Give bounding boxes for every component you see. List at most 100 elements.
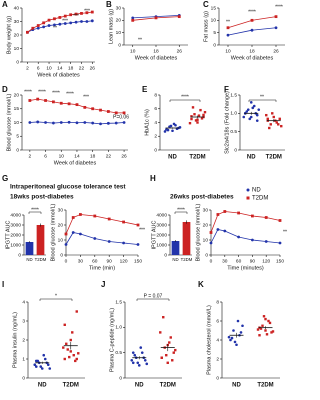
point — [216, 213, 220, 216]
x-tick-label: 18 — [68, 65, 74, 71]
x-tick-label: 2 — [26, 65, 29, 71]
y-tick-label: 6 — [216, 318, 219, 324]
point — [36, 97, 40, 101]
y-axis-label: HbA1c (%) — [144, 109, 150, 136]
y-tick-label: 30 — [203, 207, 209, 213]
panel-letter: F — [224, 85, 229, 94]
point — [194, 119, 198, 122]
point — [131, 16, 135, 20]
point — [79, 232, 82, 236]
series-line — [65, 214, 139, 235]
point — [230, 336, 234, 340]
point — [165, 128, 168, 131]
point — [83, 105, 87, 109]
point — [172, 122, 176, 126]
significance-bracket — [174, 211, 188, 214]
y-tick-label: 8 — [154, 92, 157, 98]
point — [63, 357, 66, 361]
point — [233, 340, 237, 344]
point — [172, 351, 175, 354]
point — [251, 106, 255, 110]
point — [237, 235, 241, 239]
panel-letter: K — [198, 280, 204, 289]
point — [65, 342, 68, 345]
point — [171, 129, 174, 133]
point — [91, 107, 95, 111]
point — [40, 367, 44, 370]
point — [71, 216, 75, 219]
point — [249, 101, 253, 104]
y-tick-label: 0 — [154, 147, 157, 153]
y-tick-label: 1000 — [10, 242, 21, 248]
point — [200, 117, 204, 120]
y-tick-label: 2 — [216, 356, 219, 362]
y-axis-label: Plasma cholesterol (mmol/L) — [206, 305, 212, 375]
significance-bracket — [248, 99, 277, 102]
x-tick-label: 10 — [46, 65, 52, 71]
y-tick-label: 1 — [22, 356, 25, 362]
point — [28, 121, 32, 124]
x-tick-label: T2DM — [63, 383, 79, 389]
point — [277, 123, 280, 126]
y-tick-label: 0.5 — [230, 129, 237, 135]
x-tick-label: 18 — [153, 48, 159, 54]
point — [75, 103, 79, 107]
y-tick-label: 20 — [14, 32, 20, 38]
point — [166, 361, 169, 364]
y-tick-label: 0 — [213, 42, 216, 48]
point — [257, 108, 261, 111]
point — [71, 331, 74, 334]
annotation: ** — [53, 25, 57, 31]
point — [245, 110, 249, 113]
point — [34, 365, 38, 368]
point — [52, 100, 55, 104]
y-axis-label: IPGTT AUC — [5, 221, 11, 250]
point — [262, 315, 266, 318]
annotation: ** — [138, 37, 142, 43]
point — [266, 117, 269, 121]
x-axis-label: Week of diabetes — [37, 72, 80, 78]
point — [59, 101, 63, 105]
point — [74, 359, 77, 363]
point — [34, 359, 38, 363]
y-axis-label: Plasma insulin (ng/mL) — [12, 312, 18, 368]
legend-marker — [246, 188, 250, 192]
x-tick-label: T2DM — [189, 155, 205, 161]
legend-marker — [246, 196, 250, 200]
significance-bracket — [39, 298, 73, 301]
point — [256, 328, 260, 331]
point — [43, 357, 47, 361]
point — [75, 310, 78, 313]
point — [251, 214, 254, 218]
x-tick-label: 0 — [65, 258, 68, 264]
x-tick-label: 6 — [37, 65, 40, 71]
panel-letter: C — [203, 0, 209, 9]
panel-letter: G — [2, 174, 8, 183]
bar — [25, 242, 34, 255]
point — [69, 350, 72, 353]
x-tick-label: T2DM — [257, 383, 273, 389]
point — [280, 124, 283, 128]
point — [271, 330, 275, 333]
point — [74, 12, 78, 16]
x-tick-label: 150 — [134, 258, 142, 264]
point — [250, 28, 254, 32]
point — [139, 346, 143, 349]
point — [250, 18, 254, 22]
point — [80, 20, 83, 23]
y-tick-label: 1.5 — [230, 92, 237, 98]
annotation: ** — [283, 229, 287, 235]
point — [68, 355, 71, 359]
point — [241, 324, 244, 328]
y-axis-label: Blood glucose (mmol/L) — [195, 203, 201, 261]
point — [216, 228, 220, 231]
point — [67, 102, 71, 106]
point — [237, 211, 240, 215]
point — [48, 367, 52, 370]
x-tick-label: 30 — [222, 258, 228, 264]
point — [268, 321, 272, 325]
point — [188, 121, 192, 125]
point — [278, 241, 282, 245]
x-tick-label: 60 — [92, 258, 98, 264]
point — [59, 121, 63, 124]
